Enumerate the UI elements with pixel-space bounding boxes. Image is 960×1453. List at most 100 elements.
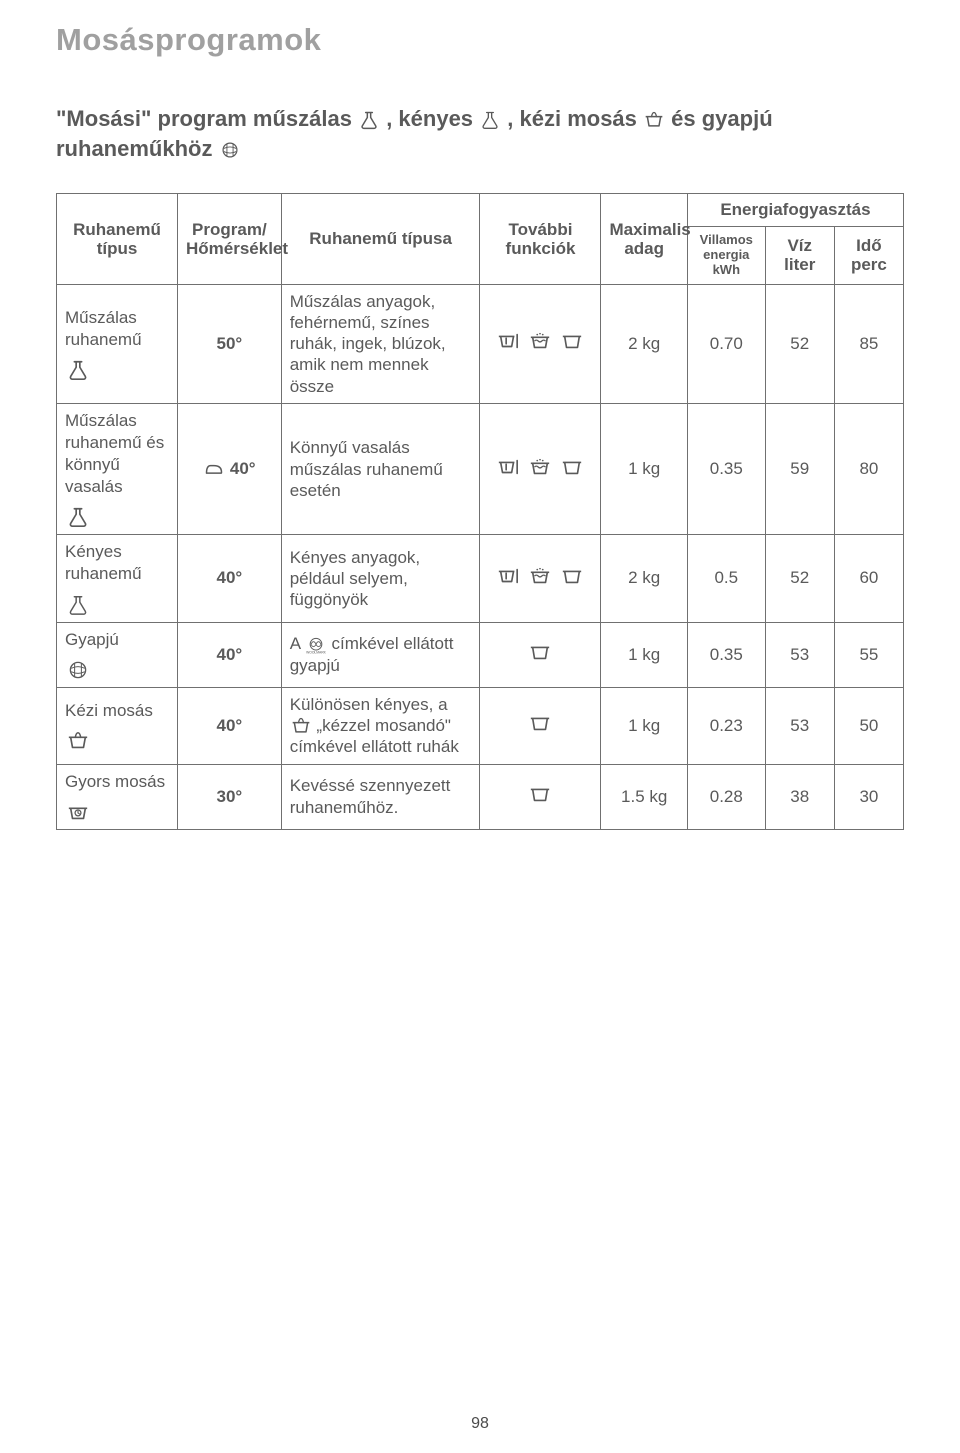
- manual-page: Mosásprogramok "Mosási" program műszálas…: [0, 0, 960, 1453]
- woolmark-icon: [305, 635, 327, 655]
- cell-time: 50: [834, 687, 903, 764]
- cell-program: 40°: [178, 535, 282, 622]
- cell-program: 40°: [178, 403, 282, 534]
- delicate-icon: [65, 594, 91, 616]
- page-number: 98: [0, 1415, 960, 1433]
- rinse-icon: [527, 330, 553, 352]
- synthetic-icon: [65, 359, 91, 381]
- page-title: Mosásprogramok: [56, 22, 904, 58]
- cell-functions: [480, 687, 601, 764]
- desc-text: Műszálas anyagok, fehérnemű, színes ruhá…: [290, 292, 446, 396]
- cell-energy: 0.35: [687, 403, 765, 534]
- cell-water: 53: [765, 622, 834, 687]
- temp-value: 50°: [216, 334, 242, 353]
- cell-water: 53: [765, 687, 834, 764]
- cell-desc: Kevéssé szennyezett ruhaneműhöz.: [281, 764, 480, 829]
- cell-functions: [480, 403, 601, 534]
- rinse-icon: [527, 565, 553, 587]
- cell-water: 52: [765, 284, 834, 403]
- wool-icon: [219, 140, 241, 160]
- header-program: Program/ Hőmérséklet: [178, 194, 282, 284]
- cell-desc: Különösen kényes, a „kézzel mosandó" cím…: [281, 687, 480, 764]
- cell-load: 2 kg: [601, 535, 687, 622]
- cell-functions: [480, 284, 601, 403]
- header-water: Víz liter: [765, 226, 834, 284]
- cell-functions: [480, 764, 601, 829]
- cell-type: Kézi mosás: [57, 687, 178, 764]
- cell-load: 1.5 kg: [601, 764, 687, 829]
- header-energy: Villamos energia kWh: [687, 226, 765, 284]
- cell-energy: 0.28: [687, 764, 765, 829]
- desc-text: A címkével ellátott gyapjú: [290, 634, 454, 675]
- cell-load: 1 kg: [601, 403, 687, 534]
- handwash-icon: [643, 110, 665, 130]
- header-desc: Ruhanemű típusa: [281, 194, 480, 284]
- cell-desc: Műszálas anyagok, fehérnemű, színes ruhá…: [281, 284, 480, 403]
- desc-text: Különösen kényes, a „kézzel mosandó" cím…: [290, 695, 459, 757]
- prewash-icon: [495, 565, 521, 587]
- cell-type: Műszálas ruhanemű és könnyű vasalás: [57, 403, 178, 534]
- quick-icon: [65, 801, 91, 823]
- cell-desc: Kényes anyagok, például selyem, függönyö…: [281, 535, 480, 622]
- desc-text: Kényes anyagok, például selyem, függönyö…: [290, 548, 420, 610]
- intro-part-0: "Mosási" program műszálas: [56, 106, 358, 131]
- tub-icon: [527, 712, 553, 734]
- prewash-icon: [495, 330, 521, 352]
- temp-value: 40°: [230, 459, 256, 478]
- cell-type: Műszálas ruhanemű: [57, 284, 178, 403]
- table-row: Kényes ruhanemű 40° Kényes anyagok, péld…: [57, 535, 904, 622]
- cell-energy: 0.23: [687, 687, 765, 764]
- cell-desc: Könnyű vasalás műszálas ruhanemű esetén: [281, 403, 480, 534]
- cell-program: 30°: [178, 764, 282, 829]
- cell-program: 50°: [178, 284, 282, 403]
- synthetic-icon: [65, 506, 91, 528]
- tub-icon: [527, 641, 553, 663]
- table-header: Ruhanemű típus Program/ Hőmérséklet Ruha…: [57, 194, 904, 284]
- tub-icon: [559, 456, 585, 478]
- prewash-icon: [495, 456, 521, 478]
- desc-text: Könnyű vasalás műszálas ruhanemű esetén: [290, 438, 443, 500]
- cell-load: 1 kg: [601, 622, 687, 687]
- intro-part-2: , kézi mosás: [507, 106, 643, 131]
- cell-energy: 0.70: [687, 284, 765, 403]
- temp-value: 40°: [216, 716, 242, 735]
- type-label: Gyapjú: [65, 629, 169, 651]
- type-label: Kézi mosás: [65, 700, 169, 722]
- type-label: Műszálas ruhanemű és könnyű vasalás: [65, 410, 169, 498]
- header-type: Ruhanemű típus: [57, 194, 178, 284]
- cell-program: 40°: [178, 622, 282, 687]
- cell-program: 40°: [178, 687, 282, 764]
- temp-value: 30°: [216, 787, 242, 806]
- cell-load: 2 kg: [601, 284, 687, 403]
- type-label: Kényes ruhanemű: [65, 541, 169, 585]
- cell-desc: A címkével ellátott gyapjú: [281, 622, 480, 687]
- cell-type: Gyapjú: [57, 622, 178, 687]
- header-load: Maximalis adag: [601, 194, 687, 284]
- iron-icon: [203, 459, 225, 479]
- wool-icon: [65, 659, 91, 681]
- cell-water: 52: [765, 535, 834, 622]
- intro-text: "Mosási" program műszálas , kényes , kéz…: [56, 104, 904, 163]
- cell-time: 30: [834, 764, 903, 829]
- cell-water: 38: [765, 764, 834, 829]
- cell-energy: 0.35: [687, 622, 765, 687]
- header-energy-group: Energiafogyasztás: [687, 194, 903, 227]
- handwash-icon: [290, 716, 312, 736]
- table-row: Gyors mosás 30° Kevéssé szennyezett ruha…: [57, 764, 904, 829]
- header-functions: További funkciók: [480, 194, 601, 284]
- cell-functions: [480, 535, 601, 622]
- header-time: Idő perc: [834, 226, 903, 284]
- table-row: Műszálas ruhanemű és könnyű vasalás 40° …: [57, 403, 904, 534]
- cell-load: 1 kg: [601, 687, 687, 764]
- tub-icon: [527, 783, 553, 805]
- cell-time: 60: [834, 535, 903, 622]
- cell-energy: 0.5: [687, 535, 765, 622]
- table-row: Gyapjú 40° A címkével ellátott gyapjú 1 …: [57, 622, 904, 687]
- table-body: Műszálas ruhanemű 50° Műszálas anyagok, …: [57, 284, 904, 829]
- cell-type: Kényes ruhanemű: [57, 535, 178, 622]
- table-row: Kézi mosás 40° Különösen kényes, a „kézz…: [57, 687, 904, 764]
- desc-text: Kevéssé szennyezett ruhaneműhöz.: [290, 776, 451, 816]
- rinse-icon: [527, 456, 553, 478]
- cell-time: 80: [834, 403, 903, 534]
- temp-value: 40°: [216, 568, 242, 587]
